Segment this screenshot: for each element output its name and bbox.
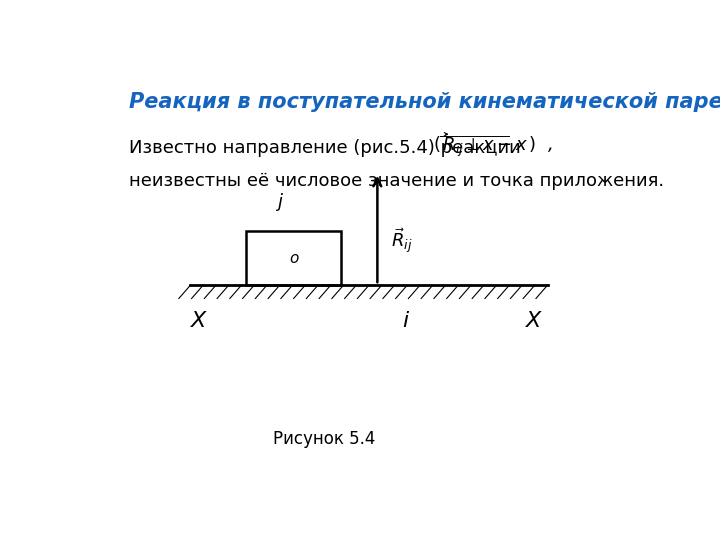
Text: Реакция в поступательной кинематической паре: Реакция в поступательной кинематической … [129, 92, 720, 112]
Text: $(\,R_{ij}\perp x-x\,)$  ,: $(\,R_{ij}\perp x-x\,)$ , [433, 134, 553, 159]
Text: Рисунок 5.4: Рисунок 5.4 [273, 430, 376, 448]
Text: i: i [402, 310, 408, 330]
Text: o: o [289, 251, 298, 266]
Text: $\vec{R}_{ij}$: $\vec{R}_{ij}$ [392, 227, 413, 256]
Text: Известно направление (рис.5.4) реакции: Известно направление (рис.5.4) реакции [129, 139, 521, 157]
Text: j: j [277, 193, 282, 211]
Text: X: X [526, 310, 541, 330]
Bar [246, 231, 341, 285]
Text: X: X [192, 310, 207, 330]
Text: неизвестны её числовое значение и точка приложения.: неизвестны её числовое значение и точка … [129, 172, 664, 190]
